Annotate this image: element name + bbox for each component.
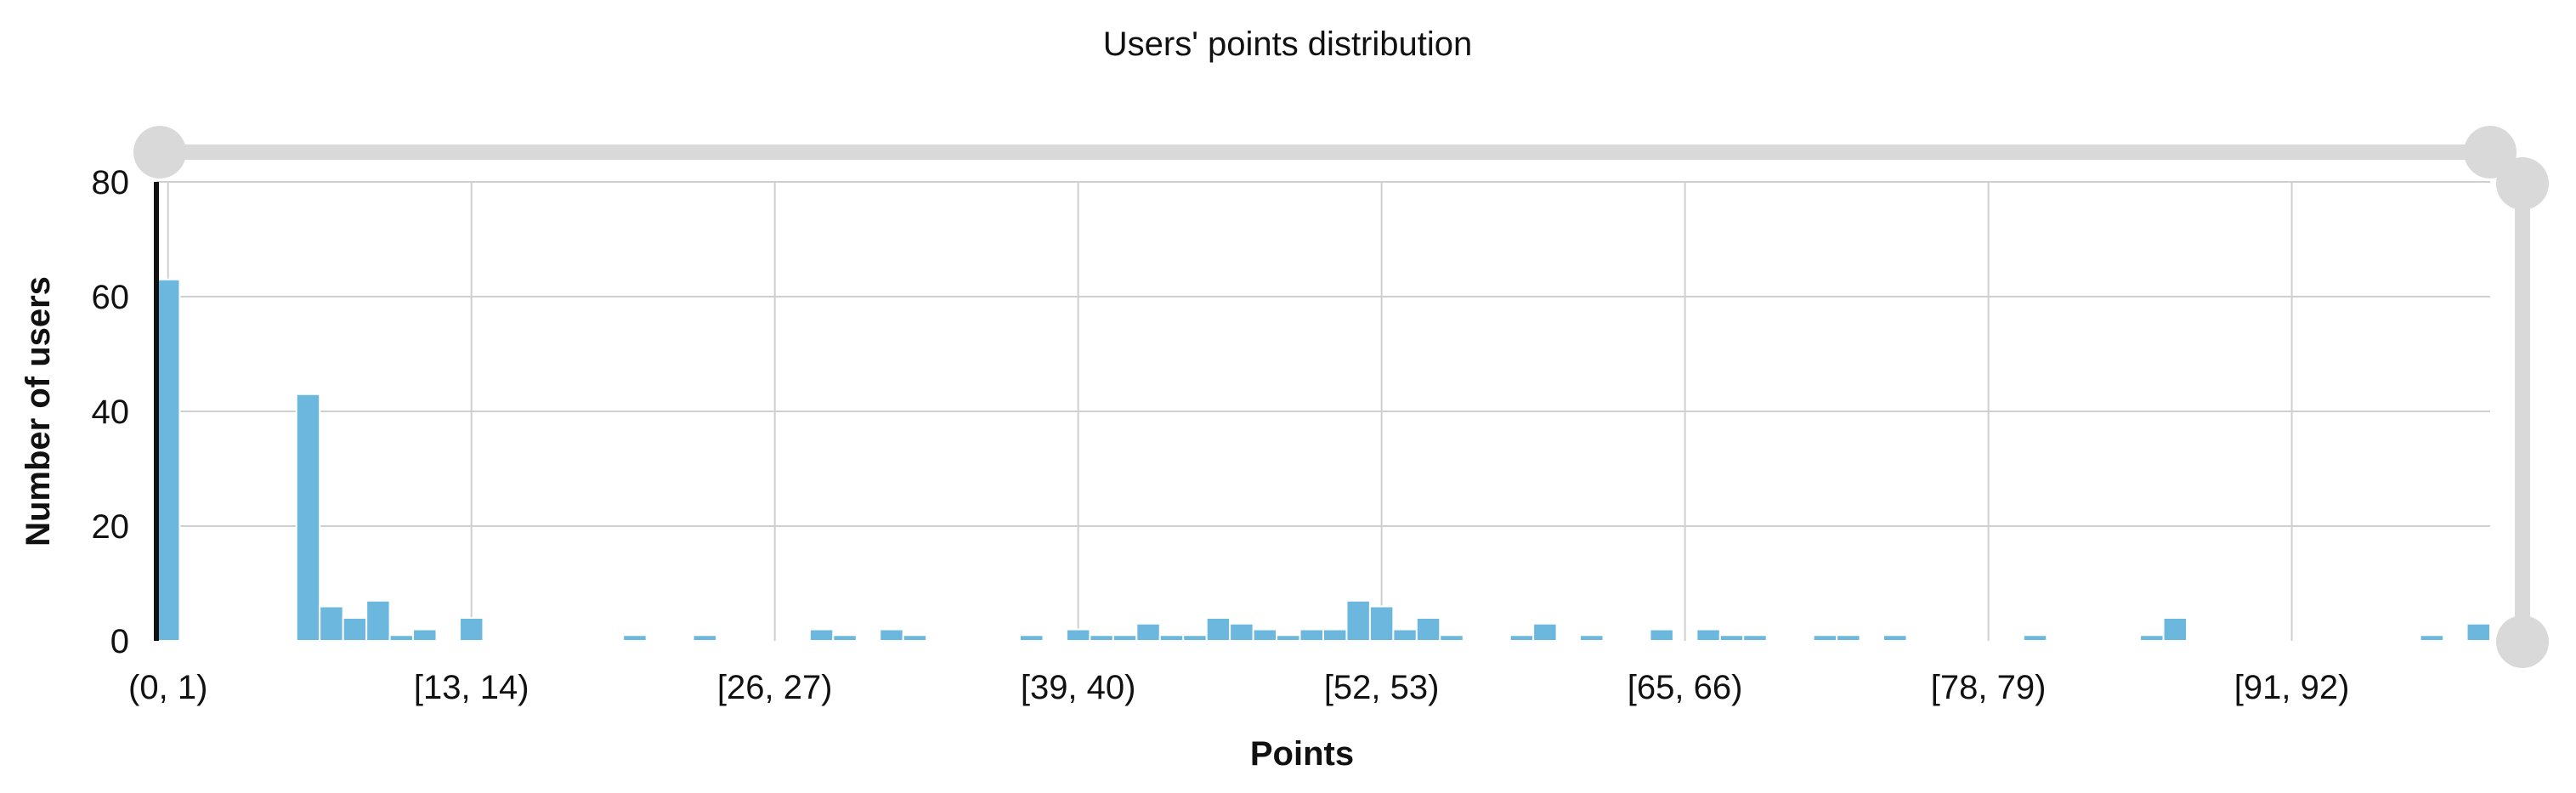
bar-bin-86 (2162, 617, 2188, 642)
bar-bin-10 (388, 634, 415, 642)
bar-bin-50 (1322, 628, 1348, 642)
bar-bin-61 (1579, 634, 1605, 642)
bar-bin-46 (1229, 622, 1254, 642)
bar-bin-0 (156, 278, 181, 642)
bar-bin-29 (832, 634, 858, 642)
bar-bin-80 (2022, 634, 2048, 642)
bar-bin-48 (1276, 634, 1301, 642)
bar-bin-8 (342, 617, 368, 642)
x-tick-label-2: [26, 27) (717, 669, 833, 706)
x-tick-label-0: (0, 1) (128, 669, 207, 706)
y-axis-label: Number of users (20, 276, 57, 547)
zoom-handle-bottom[interactable] (2496, 615, 2549, 668)
bar-bin-51 (1345, 599, 1371, 642)
grid-lines (156, 181, 2490, 641)
bar-bin-71 (1812, 634, 1838, 642)
bar-bin-39 (1065, 628, 1091, 642)
bar-bin-55 (1439, 634, 1464, 642)
chart-title: Users' points distribution (1103, 25, 1473, 63)
bar-bin-13 (458, 617, 484, 642)
y-tick-label-4: 80 (92, 164, 130, 201)
y-tick-label-1: 20 (92, 508, 130, 546)
y-tick-label-0: 0 (110, 623, 129, 660)
bar-bin-49 (1299, 628, 1325, 642)
bar-bin-99 (2466, 622, 2492, 642)
x-axis-label: Points (1250, 735, 1354, 773)
bar-bin-58 (1509, 634, 1535, 642)
bar-bin-44 (1182, 634, 1208, 642)
bar-bin-45 (1205, 617, 1231, 642)
x-tick-label-5: [65, 66) (1628, 669, 1743, 706)
bar-bin-67 (1718, 634, 1745, 642)
bar-bin-64 (1649, 628, 1674, 642)
bar-bin-6 (295, 393, 321, 642)
bar-bin-31 (879, 628, 904, 642)
bar-bin-42 (1135, 622, 1161, 642)
x-tick-label-3: [39, 40) (1021, 669, 1136, 706)
bar-bin-72 (1836, 634, 1861, 642)
y-tick-label-2: 40 (92, 394, 130, 431)
bar-bin-43 (1158, 634, 1185, 642)
bar-bin-52 (1368, 605, 1395, 642)
zoom-handle-left[interactable] (133, 126, 186, 178)
x-tick-label-4: [52, 53) (1324, 669, 1440, 706)
x-tick-label-7: [91, 92) (2234, 669, 2350, 706)
bar-bin-85 (2139, 634, 2165, 642)
bar-bin-68 (1742, 634, 1768, 642)
bar-bin-11 (412, 628, 438, 642)
y-tick-label-3: 60 (92, 279, 130, 316)
bar-bin-53 (1392, 628, 1418, 642)
zoom-handle-top[interactable] (2496, 157, 2549, 210)
bar-bin-28 (808, 628, 835, 642)
bar-bin-97 (2419, 634, 2445, 642)
bar-bin-37 (1019, 634, 1045, 642)
bar-bin-74 (1882, 634, 1908, 642)
zoom-handle-right[interactable] (2464, 126, 2517, 178)
bar-bin-66 (1696, 628, 1721, 642)
y-tick-labels: 0 20 40 60 80 (92, 164, 130, 660)
bar-bin-41 (1112, 634, 1138, 642)
x-tick-labels: (0, 1) [13, 14) [26, 27) [39, 40) [52, 53) [6… (128, 669, 2349, 706)
x-tick-label-6: [78, 79) (1931, 669, 2047, 706)
bar-bin-40 (1089, 634, 1114, 642)
bar-bin-9 (365, 599, 391, 642)
bar-bin-7 (319, 605, 344, 642)
bar-series (156, 278, 2492, 642)
bar-bin-59 (1532, 622, 1558, 642)
x-tick-label-1: [13, 14) (414, 669, 529, 706)
bar-bin-23 (692, 634, 718, 642)
bar-bin-54 (1415, 617, 1441, 642)
bar-bin-32 (902, 634, 928, 642)
bar-bin-47 (1252, 628, 1278, 642)
bar-bin-20 (622, 634, 648, 642)
